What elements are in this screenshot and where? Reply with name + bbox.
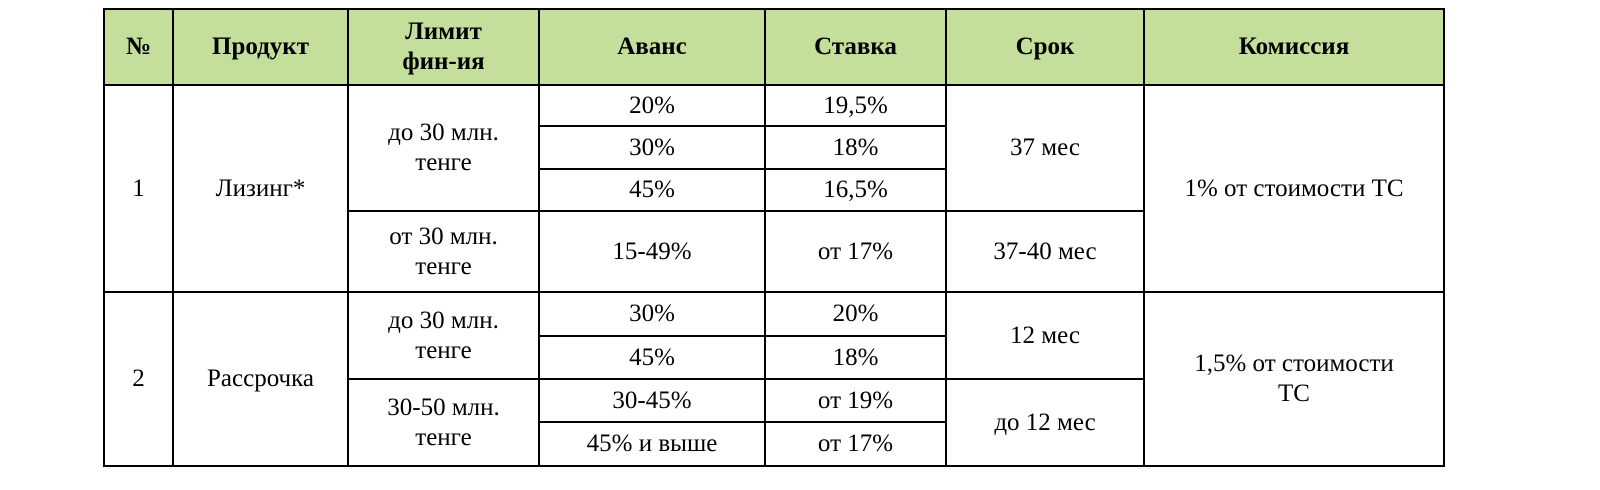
cell: 1,5% от стоимости ТС xyxy=(1143,291,1445,467)
cell: 45% xyxy=(538,335,766,380)
cell: Лизинг* xyxy=(172,84,349,293)
header-cell: Лимит фин-ия xyxy=(347,8,540,86)
cell: 18% xyxy=(764,125,947,170)
row: 1 Лизинг* до 30 млн. тенге 20% 19,5% 37 … xyxy=(103,84,1445,293)
cell: от 19% xyxy=(764,378,947,423)
header-cell: № xyxy=(103,8,174,86)
cell: 2 xyxy=(103,291,174,467)
cell: 16,5% xyxy=(764,168,947,212)
cell: 19,5% xyxy=(764,84,947,127)
header-cell: Срок xyxy=(945,8,1145,86)
header-cell: Ставка xyxy=(764,8,947,86)
cell: 15-49% xyxy=(538,210,766,293)
cell: от 17% xyxy=(764,421,947,467)
cell: 37 мес xyxy=(945,84,1145,212)
cell: Рассрочка xyxy=(172,291,349,467)
cell: до 30 млн. тенге xyxy=(347,291,540,380)
header-row: № Продукт Лимит фин-ия Аванс Ставка Срок… xyxy=(103,8,1445,86)
cell: 20% xyxy=(538,84,766,127)
header-cell: Аванс xyxy=(538,8,766,86)
cell: 37-40 мес xyxy=(945,210,1145,293)
cell: 30% xyxy=(538,291,766,337)
cell: 1 xyxy=(103,84,174,293)
row: 45% и выше от 17% xyxy=(104,421,1444,467)
cell: от 17% xyxy=(764,210,947,293)
row: 45% 18% xyxy=(104,335,1444,380)
cell: от 30 млн. тенге xyxy=(347,210,540,293)
cell: 30-50 млн. тенге xyxy=(347,378,540,467)
row: 30-50 млн. тенге 30-45% от 19% до 12 мес xyxy=(104,378,1444,467)
cell: 45% xyxy=(538,168,766,212)
cell: 18% xyxy=(764,335,947,380)
cell: 45% и выше xyxy=(538,421,766,467)
cell: 1% от стоимости ТС xyxy=(1143,84,1445,293)
header-cell: Комиссия xyxy=(1143,8,1445,86)
row: 2 Рассрочка до 30 млн. тенге 30% 20% 12 … xyxy=(103,291,1445,467)
header-cell: Продукт xyxy=(172,8,349,86)
row: 45% 16,5% xyxy=(104,168,1444,212)
cell: до 30 млн. тенге xyxy=(347,84,540,212)
cell: 20% xyxy=(764,291,947,337)
products-table: № Продукт Лимит фин-ия Аванс Ставка Срок… xyxy=(103,8,1445,467)
cell: 12 мес xyxy=(945,291,1145,380)
row: 30% 18% xyxy=(104,125,1444,170)
row: от 30 млн. тенге 15-49% от 17% 37-40 мес xyxy=(104,210,1444,293)
cell: 30-45% xyxy=(538,378,766,423)
cell: до 12 мес xyxy=(945,378,1145,467)
cell: 30% xyxy=(538,125,766,170)
